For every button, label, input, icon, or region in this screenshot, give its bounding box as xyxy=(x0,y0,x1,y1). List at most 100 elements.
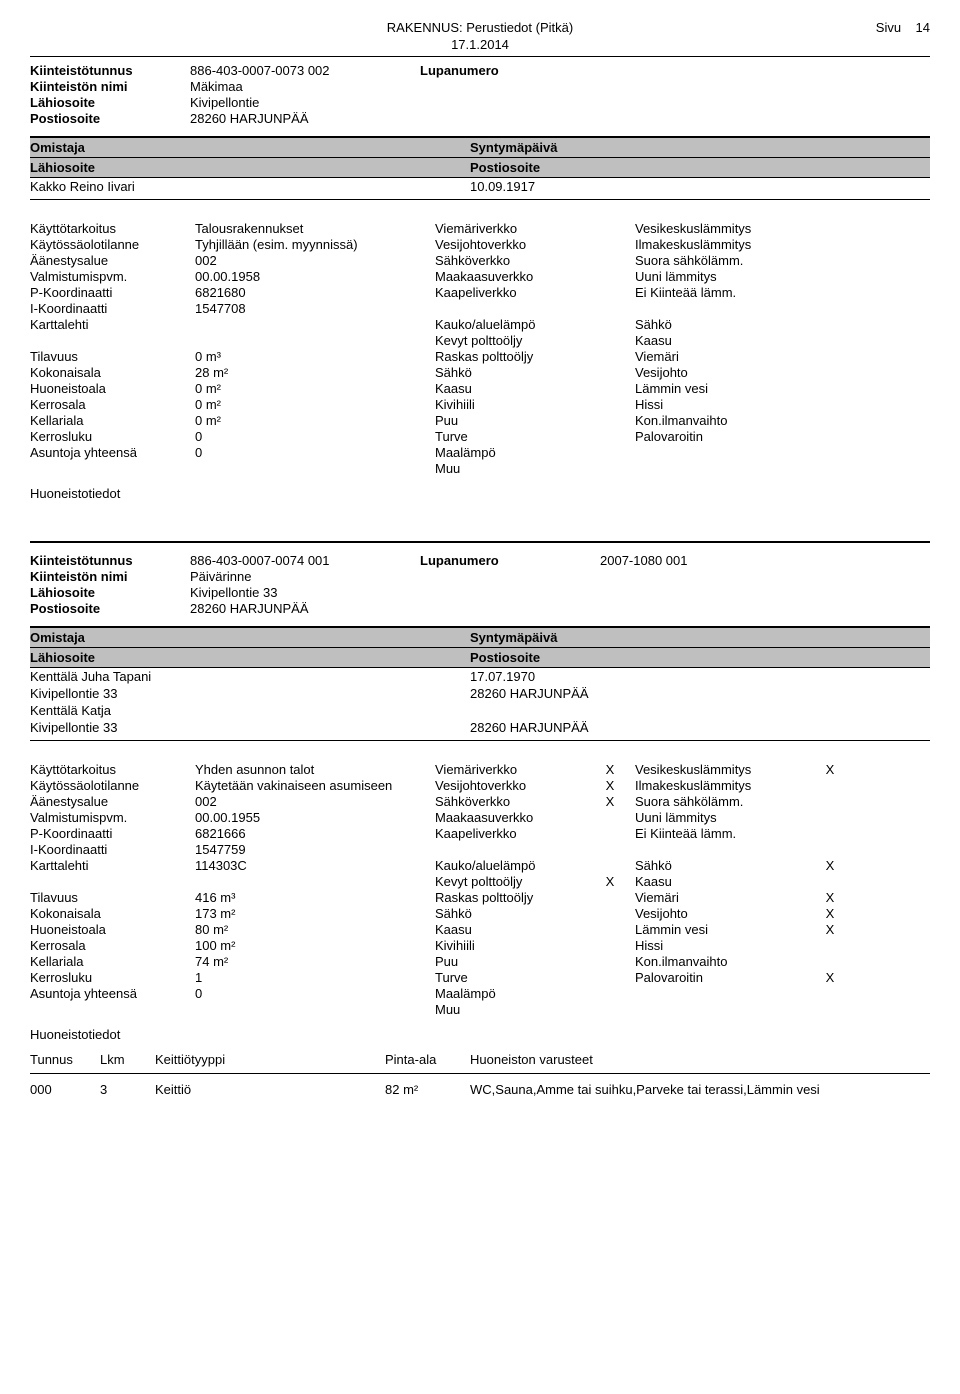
detail-cell xyxy=(595,380,625,396)
owner-row: Kakko Reino Iivari10.09.1917 xyxy=(30,178,930,195)
owner-subheader-2: Lähiosoite Postiosoite xyxy=(30,648,930,668)
detail-cell: Puu xyxy=(435,412,585,428)
detail-cell xyxy=(595,412,625,428)
detail-cell xyxy=(815,444,845,460)
detail-cell: Kokonaisala xyxy=(30,364,185,380)
detail-cell: 002 xyxy=(195,793,425,809)
detail-cell: Huoneistoala xyxy=(30,921,185,937)
detail-cell xyxy=(815,873,845,889)
detail-cell: Turve xyxy=(435,969,585,985)
detail-cell: Palovaroitin xyxy=(635,428,805,444)
label-nimi: Kiinteistön nimi xyxy=(30,569,190,584)
detail-cell xyxy=(595,985,625,1001)
apartment-rows: 0003Keittiö82 m²WC,Sauna,Amme tai suihku… xyxy=(30,1080,930,1099)
detail-cell: Muu xyxy=(435,1001,585,1017)
detail-cell: Raskas polttoöljy xyxy=(435,889,585,905)
detail-cell xyxy=(635,444,805,460)
divider xyxy=(30,1073,930,1074)
owner-dob xyxy=(470,703,930,718)
label-postiosoite: Postiosoite xyxy=(30,601,190,616)
detail-column xyxy=(595,220,625,476)
detail-cell: Sähkö xyxy=(435,905,585,921)
detail-cell xyxy=(595,969,625,985)
detail-cell: Tyhjillään (esim. myynnissä) xyxy=(195,236,425,252)
report-title: RAKENNUS: Perustiedot (Pitkä) xyxy=(150,20,810,35)
page-label: Sivu xyxy=(876,20,901,35)
detail-cell: Talousrakennukset xyxy=(195,220,425,236)
detail-cell xyxy=(595,348,625,364)
detail-column: XXXX xyxy=(595,761,625,1017)
details-grid-2: KäyttötarkoitusKäytössäolotilanneÄänesty… xyxy=(30,761,930,1017)
value-tunnus: 886-403-0007-0074 001 xyxy=(190,553,420,568)
detail-column xyxy=(815,220,845,476)
label-omistaja: Omistaja xyxy=(30,140,470,155)
detail-cell: Kauko/aluelämpö xyxy=(435,316,585,332)
detail-cell: Kerrosala xyxy=(30,937,185,953)
detail-cell: Käytössäolotilanne xyxy=(30,236,185,252)
detail-cell: Viemäri xyxy=(635,889,805,905)
divider xyxy=(30,56,930,57)
detail-cell: 0 xyxy=(195,444,425,460)
detail-cell: Viemäriverkko xyxy=(435,761,585,777)
divider xyxy=(30,740,930,741)
detail-cell: I-Koordinaatti xyxy=(30,841,185,857)
owner-addr: Kivipellontie 33 xyxy=(30,720,470,735)
detail-cell: Käyttötarkoitus xyxy=(30,220,185,236)
owner-dob: 10.09.1917 xyxy=(470,179,930,194)
detail-cell: Yhden asunnon talot xyxy=(195,761,425,777)
page-header: RAKENNUS: Perustiedot (Pitkä) Sivu 14 xyxy=(30,20,930,35)
detail-cell: Sähkö xyxy=(635,316,805,332)
detail-cell xyxy=(635,460,805,476)
detail-cell: 0 m² xyxy=(195,380,425,396)
detail-cell: Kaapeliverkko xyxy=(435,284,585,300)
detail-cell: Valmistumispvm. xyxy=(30,809,185,825)
label-lahiosoite: Lähiosoite xyxy=(30,585,190,600)
detail-cell: Ei Kiinteää lämm. xyxy=(635,825,805,841)
value-lahi: Kivipellontie xyxy=(190,95,930,110)
detail-column: KäyttötarkoitusKäytössäolotilanneÄänesty… xyxy=(30,761,185,1017)
label-postiosoite: Postiosoite xyxy=(30,111,190,126)
detail-column: ViemäriverkkoVesijohtoverkkoSähköverkkoM… xyxy=(435,761,585,1017)
detail-cell: X xyxy=(595,761,625,777)
detail-cell xyxy=(435,841,585,857)
detail-cell xyxy=(595,921,625,937)
detail-cell: 0 xyxy=(195,428,425,444)
detail-cell xyxy=(635,300,805,316)
owner-header-2: Omistaja Syntymäpäivä xyxy=(30,626,930,648)
detail-cell: Kaasu xyxy=(635,332,805,348)
owner-dob: 17.07.1970 xyxy=(470,669,930,684)
detail-cell xyxy=(595,444,625,460)
record-divider xyxy=(30,541,930,543)
label-lupanumero: Lupanumero xyxy=(420,553,600,568)
detail-cell: Vesijohtoverkko xyxy=(435,236,585,252)
apt-col-pinta-ala: Pinta-ala xyxy=(385,1052,470,1067)
detail-cell xyxy=(595,364,625,380)
detail-cell: Kon.ilmanvaihto xyxy=(635,953,805,969)
detail-cell: 0 xyxy=(195,985,425,1001)
owner-posti: 28260 HARJUNPÄÄ xyxy=(470,686,930,701)
detail-cell: P-Koordinaatti xyxy=(30,825,185,841)
detail-cell: Kellariala xyxy=(30,953,185,969)
detail-cell xyxy=(815,268,845,284)
label-syntymapaiva: Syntymäpäivä xyxy=(470,630,930,645)
detail-cell xyxy=(815,841,845,857)
owner-name: Kenttälä Katja xyxy=(30,703,470,718)
label-lahiosoite-owner: Lähiosoite xyxy=(30,160,470,175)
detail-cell: Käyttötarkoitus xyxy=(30,761,185,777)
detail-cell: Tilavuus xyxy=(30,348,185,364)
detail-cell: 00.00.1955 xyxy=(195,809,425,825)
detail-cell: Huoneistoala xyxy=(30,380,185,396)
detail-cell xyxy=(595,316,625,332)
detail-cell: Uuni lämmitys xyxy=(635,809,805,825)
detail-cell xyxy=(815,793,845,809)
detail-cell: Kon.ilmanvaihto xyxy=(635,412,805,428)
detail-cell xyxy=(595,889,625,905)
detail-cell xyxy=(635,985,805,1001)
apt-col-tunnus: Tunnus xyxy=(30,1052,100,1067)
detail-cell xyxy=(635,841,805,857)
detail-cell xyxy=(595,252,625,268)
detail-column: TalousrakennuksetTyhjillään (esim. myynn… xyxy=(195,220,425,476)
detail-cell xyxy=(815,460,845,476)
detail-cell: Karttalehti xyxy=(30,316,185,332)
detail-cell: X xyxy=(815,889,845,905)
